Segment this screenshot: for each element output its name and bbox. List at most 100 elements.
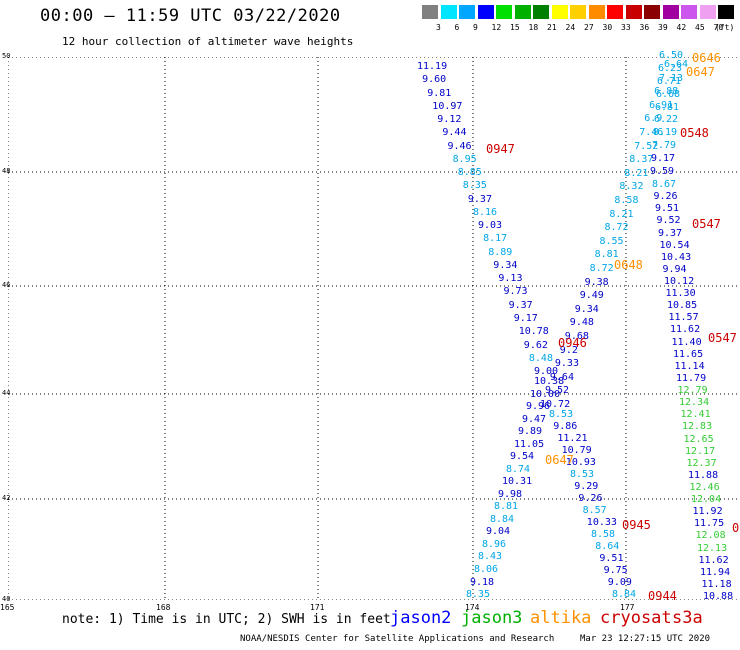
- wave-height-value: 8.57: [582, 505, 607, 516]
- wave-height-value: 12.08: [695, 530, 726, 542]
- generated-timestamp: Mar 23 12:27:15 UTC 2020: [580, 634, 711, 644]
- wave-height-value: 11.94: [700, 566, 731, 578]
- latitude-label: 40: [2, 595, 11, 603]
- wave-height-value: 7.46: [639, 127, 664, 138]
- scale-label: 3: [436, 23, 441, 32]
- wave-height-value: 11.62: [698, 554, 729, 566]
- scale-swatch: [718, 5, 734, 19]
- wave-height-value: 8.81: [494, 501, 519, 513]
- wave-height-value: 11.65: [673, 348, 704, 360]
- wave-height-value: 9.62: [523, 339, 548, 351]
- satellite-name-jason2: jason2: [390, 608, 452, 628]
- wave-height-value: 8.67: [652, 179, 677, 190]
- scale-label: 21: [547, 23, 557, 32]
- wave-height-value: 9.13: [498, 273, 523, 285]
- pass-time-label: 0: [732, 521, 740, 535]
- wave-height-value: 9.52: [656, 215, 681, 227]
- pass-time-label: 0946: [558, 336, 587, 350]
- scale-swatch: [514, 5, 531, 19]
- scale-swatch: [459, 5, 475, 19]
- longitude-label: 171: [310, 603, 325, 612]
- wave-height-value: 10.72: [540, 399, 571, 410]
- satellite-name-s3a: s3a: [672, 608, 703, 628]
- wave-height-value: 8.64: [595, 541, 620, 552]
- wave-height-value: 9.98: [498, 488, 523, 500]
- wave-height-value: 9.49: [579, 290, 604, 302]
- wave-height-value: 8.48: [528, 352, 553, 364]
- wave-height-value: 10.00: [530, 388, 561, 400]
- wave-height-value: 8.72: [604, 222, 629, 234]
- wave-height-value: 10.31: [502, 476, 533, 488]
- wave-height-map: [8, 57, 740, 600]
- wave-height-value: 6.71: [657, 75, 682, 87]
- wave-height-value: 8.53: [570, 469, 595, 480]
- pass-time-label: 0647: [686, 65, 715, 79]
- wave-height-value: 10.54: [659, 239, 690, 251]
- pass-time-label: 0945: [622, 518, 651, 532]
- wave-height-value: 8.58: [591, 529, 616, 540]
- longitude-label: 174: [465, 603, 480, 612]
- wave-height-value: 11.79: [676, 372, 707, 384]
- wave-height-value: 11.88: [688, 469, 719, 481]
- scale-label: 42: [676, 23, 687, 32]
- scale-swatch: [644, 5, 660, 19]
- wave-height-value: 10.38: [534, 376, 565, 387]
- wave-height-value: 9.03: [478, 220, 503, 232]
- wave-height-value: 9.68: [564, 331, 589, 342]
- wave-height-value: 12.34: [679, 397, 710, 409]
- wave-height-value: 8.74: [506, 463, 531, 475]
- scale-swatch: [422, 5, 438, 19]
- wave-height-value: 10.43: [661, 251, 692, 263]
- wave-height-value: 12.83: [682, 421, 713, 433]
- scale-label: 6: [454, 23, 460, 32]
- wave-height-value: 8.81: [594, 249, 619, 261]
- pass-time-label: 0548: [680, 126, 709, 140]
- wave-height-value: 9.59: [650, 166, 675, 177]
- wave-height-value: 6.68: [656, 88, 681, 100]
- scale-swatch: [477, 5, 494, 19]
- wave-height-value: 11.62: [670, 324, 701, 336]
- wave-height-value: 11.19: [417, 61, 448, 72]
- wave-height-value: 10.93: [565, 457, 596, 468]
- wave-height-value: 9.54: [510, 451, 535, 463]
- scale-label: 18: [528, 23, 539, 32]
- wave-height-value: 9.51: [599, 553, 624, 564]
- wave-height-value: 11.05: [514, 438, 545, 450]
- wave-height-value: 8.89: [488, 246, 513, 258]
- wave-height-value: 9.89: [518, 426, 543, 438]
- scale-swatch: [681, 5, 697, 19]
- wave-height-value: 8.95: [452, 153, 477, 165]
- wave-height-value: 8.21: [624, 167, 649, 179]
- wave-height-value: 6.9: [644, 113, 663, 125]
- wave-height-value: 6.22: [654, 114, 679, 126]
- scale-swatch: [496, 5, 512, 19]
- page-subtitle: 12 hour collection of altimeter wave hei…: [62, 35, 354, 48]
- wave-height-value: 8.35: [466, 589, 491, 600]
- latitude-label: 46: [2, 281, 11, 289]
- wave-height-value: 9.26: [653, 191, 678, 203]
- wave-height-value: 9.34: [574, 303, 599, 315]
- wave-height-value: 7.79: [652, 140, 677, 152]
- latitude-label: 44: [2, 389, 11, 397]
- wave-height-value: 6.50: [659, 50, 684, 61]
- longitude-label: 168: [156, 603, 171, 612]
- scale-label: 45: [695, 23, 705, 32]
- wave-height-value: 11.14: [674, 360, 705, 372]
- wave-height-value: 8.84: [612, 589, 637, 600]
- wave-height-value: 11.75: [694, 518, 725, 530]
- wave-height-value: 9.94: [662, 263, 687, 275]
- wave-height-value: 10.78: [518, 326, 549, 338]
- pass-time-label: 0947: [486, 142, 515, 156]
- latitude-label: 48: [2, 167, 11, 175]
- wave-height-value: 9.17: [513, 313, 538, 324]
- satellite-name-altika: altika: [530, 608, 592, 628]
- wave-height-value: 6.88: [654, 86, 679, 98]
- wave-height-value: 12.13: [697, 542, 728, 554]
- wave-height-value: 10.97: [432, 100, 463, 112]
- wave-height-value: 12.17: [685, 445, 716, 457]
- wave-height-value: 9.86: [553, 421, 578, 432]
- wave-height-value: 12.79: [677, 385, 708, 396]
- wave-height-value: 8.85: [457, 167, 482, 179]
- wave-height-value: 8.17: [483, 233, 508, 245]
- scale-label: 15: [510, 23, 520, 32]
